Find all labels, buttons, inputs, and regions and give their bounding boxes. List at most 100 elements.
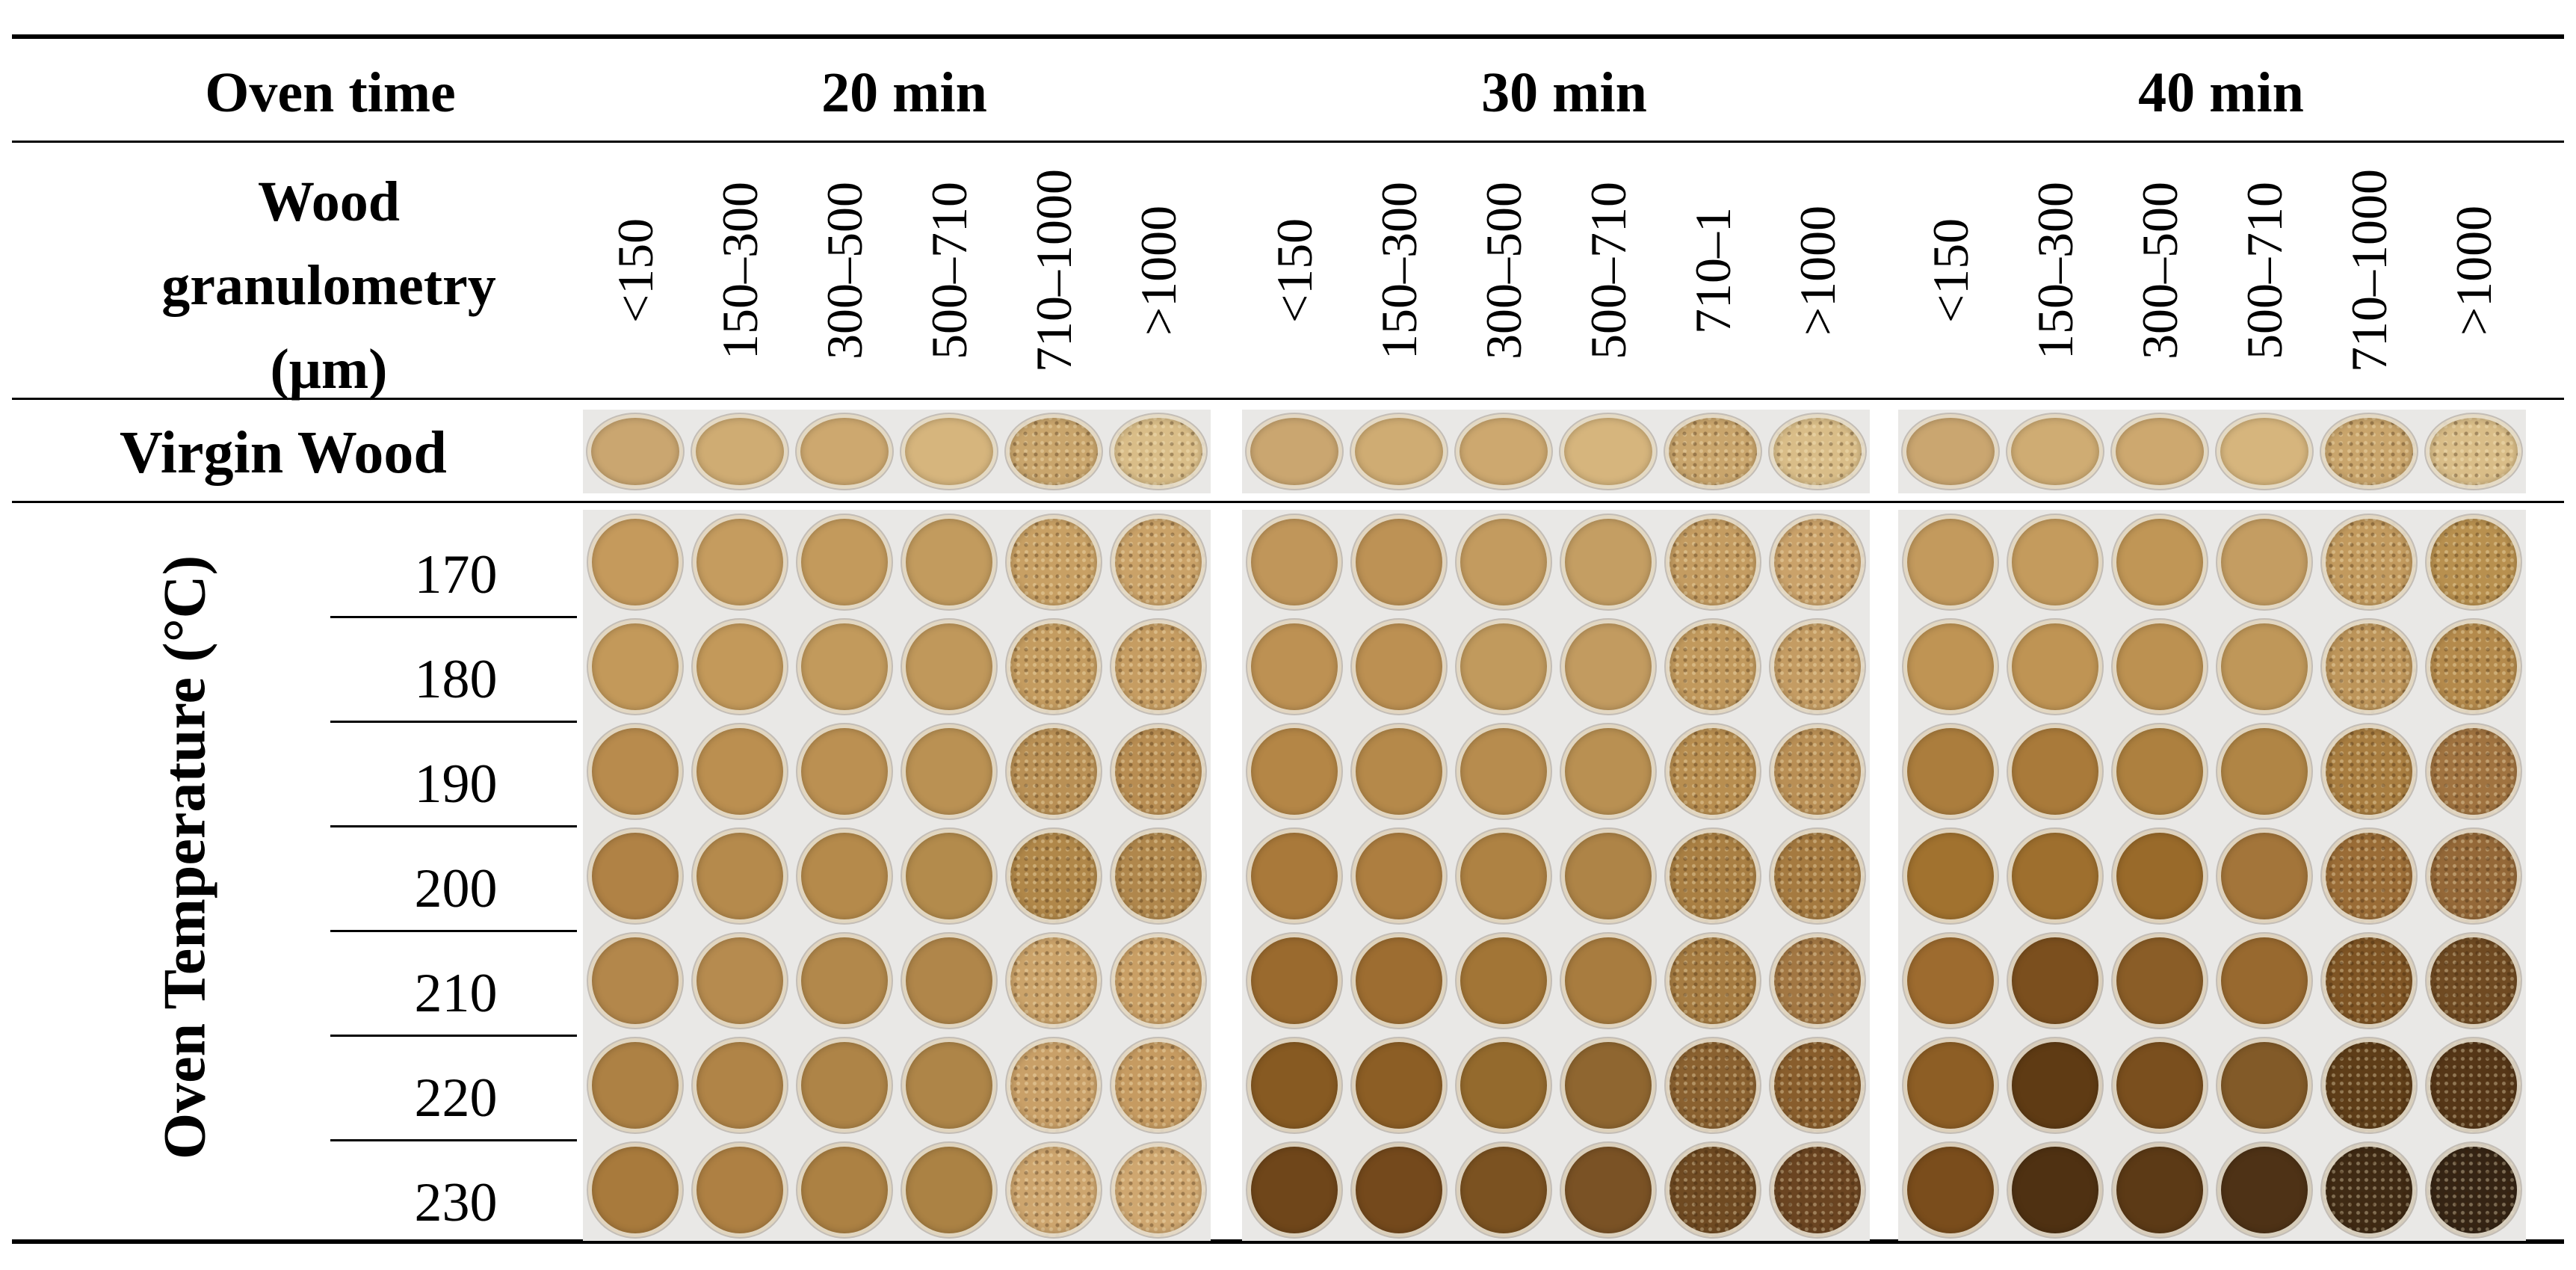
granulometry-col-label: 300–500 xyxy=(816,182,873,360)
sample-dish xyxy=(1457,1143,1551,1237)
sample-dish xyxy=(2322,1143,2416,1237)
granulometry-label: Wood granulometry (μm) xyxy=(105,160,553,411)
oven-time-label: Oven time xyxy=(205,61,456,124)
sample-dish xyxy=(1111,1143,1205,1237)
sample-dish xyxy=(1903,1038,1998,1132)
sample-dish xyxy=(2113,934,2207,1028)
sample-dish xyxy=(902,724,996,819)
time-group-40: 40 min xyxy=(2138,61,2304,124)
sample-dish xyxy=(2427,620,2521,714)
sample-dish xyxy=(902,1143,996,1237)
sample-dish xyxy=(692,414,788,489)
sample-dish xyxy=(1247,724,1341,819)
virgin-wood-strip xyxy=(583,410,1211,493)
sample-dish xyxy=(1561,724,1655,819)
sample-dish xyxy=(1247,934,1341,1028)
header-rule-2 xyxy=(12,398,2564,400)
sample-dish xyxy=(2113,724,2207,819)
sample-dish xyxy=(1111,515,1205,609)
header-rule-1 xyxy=(12,141,2564,143)
sample-dish xyxy=(797,934,892,1028)
sample-dish xyxy=(1666,1038,1760,1132)
sample-dish xyxy=(902,1038,996,1132)
granulometry-col-label: >1000 xyxy=(2445,205,2502,336)
sample-dish xyxy=(2217,934,2311,1028)
sample-dish xyxy=(1007,934,1101,1028)
sample-dish xyxy=(1111,829,1205,923)
sample-dish xyxy=(1903,934,1998,1028)
virgin-wood-strip xyxy=(1898,410,2526,493)
sample-dish xyxy=(1457,620,1551,714)
sample-dish xyxy=(2113,829,2207,923)
sample-dish xyxy=(902,515,996,609)
treated-samples-panel xyxy=(583,510,1211,1241)
sample-dish xyxy=(1111,934,1205,1028)
sample-dish xyxy=(2322,515,2416,609)
sample-dish xyxy=(2217,1143,2311,1237)
sample-dish xyxy=(1352,724,1446,819)
sample-dish xyxy=(1561,934,1655,1028)
sample-dish xyxy=(2426,414,2521,489)
sample-dish xyxy=(1111,724,1205,819)
sample-dish xyxy=(1770,1143,1865,1237)
sample-dish xyxy=(587,414,683,489)
temperature-separator xyxy=(330,616,577,618)
sample-dish xyxy=(1903,724,1998,819)
granulometry-col-label: 500–710 xyxy=(921,182,977,360)
sample-dish xyxy=(2217,620,2311,714)
temperature-separator xyxy=(330,825,577,827)
temperature-separator xyxy=(330,721,577,723)
sample-dish xyxy=(693,620,787,714)
granulometry-line-2: granulometry xyxy=(161,254,496,317)
virgin-wood-label: Virgin Wood xyxy=(120,420,447,486)
temperature-value: 170 xyxy=(414,544,498,605)
sample-dish xyxy=(2008,934,2102,1028)
sample-dish xyxy=(1770,829,1865,923)
sample-dish xyxy=(2322,1038,2416,1132)
granulometry-col-label: 150–300 xyxy=(711,182,768,360)
sample-dish xyxy=(902,829,996,923)
time-group-20: 20 min xyxy=(821,61,987,124)
sample-dish xyxy=(2008,515,2102,609)
sample-dish xyxy=(1770,620,1865,714)
sample-dish xyxy=(1352,934,1446,1028)
sample-dish xyxy=(2427,1143,2521,1237)
sample-dish xyxy=(588,1038,682,1132)
sample-dish xyxy=(2427,515,2521,609)
granulometry-col-label: <150 xyxy=(1266,218,1323,324)
sample-dish xyxy=(2427,724,2521,819)
sample-dish xyxy=(1666,1143,1760,1237)
granulometry-col-label: 150–300 xyxy=(1371,182,1427,360)
sample-dish xyxy=(2113,620,2207,714)
sample-dish xyxy=(1247,1143,1341,1237)
sample-dish xyxy=(2427,934,2521,1028)
sample-dish xyxy=(1247,1038,1341,1132)
granulometry-col-label: 710–1000 xyxy=(1025,169,1082,372)
granulometry-col-label: 500–710 xyxy=(1580,182,1637,360)
sample-dish xyxy=(588,515,682,609)
sample-dish xyxy=(797,829,892,923)
sample-dish xyxy=(588,1143,682,1237)
sample-dish xyxy=(693,934,787,1028)
treated-samples-panel xyxy=(1242,510,1870,1241)
oven-temperature-label: Oven Temperature (°C) xyxy=(152,555,218,1160)
granulometry-col-label: 150–300 xyxy=(2027,182,2084,360)
sample-dish xyxy=(2007,414,2103,489)
sample-dish xyxy=(1352,1143,1446,1237)
sample-dish xyxy=(1666,829,1760,923)
sample-dish xyxy=(1111,414,1206,489)
sample-dish xyxy=(1351,414,1447,489)
granulometry-col-label: <150 xyxy=(1922,218,1979,324)
bottom-rule xyxy=(12,1239,2564,1244)
sample-dish xyxy=(1352,515,1446,609)
temperature-separator xyxy=(330,1035,577,1037)
sample-dish xyxy=(2322,620,2416,714)
sample-dish xyxy=(1457,724,1551,819)
sample-dish xyxy=(797,620,892,714)
sample-dish xyxy=(2321,414,2417,489)
top-rule xyxy=(12,34,2564,39)
sample-dish xyxy=(797,1038,892,1132)
sample-dish xyxy=(693,1143,787,1237)
temperature-value: 180 xyxy=(414,649,498,710)
sample-dish xyxy=(1560,414,1656,489)
